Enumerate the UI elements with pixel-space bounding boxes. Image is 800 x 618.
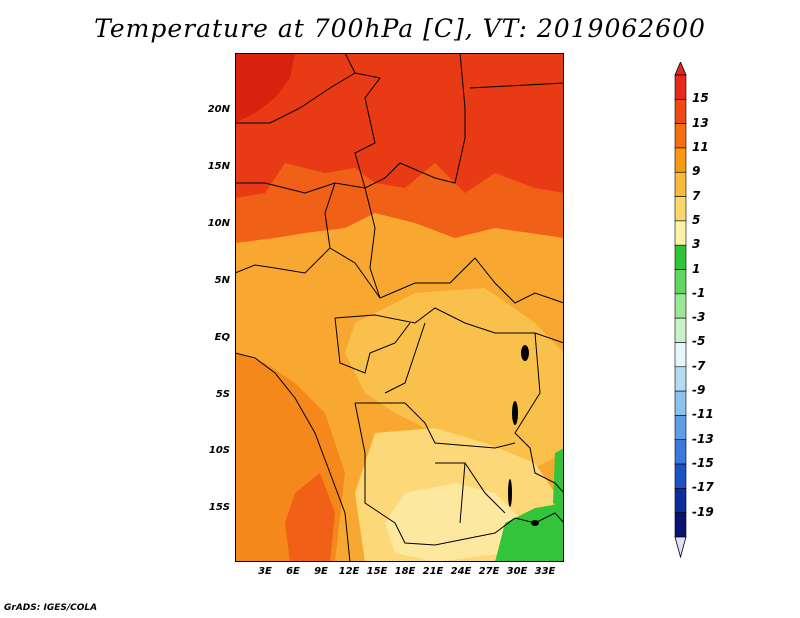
colorbar-box	[674, 293, 687, 319]
colorbar-level-label: -3	[692, 310, 706, 325]
grads-credit: GrADS: IGES/COLA	[4, 603, 98, 613]
colorbar-over-arrow	[674, 62, 687, 76]
colorbar-level-label: -19	[692, 504, 714, 519]
map-region-northwest-dark-red	[235, 53, 295, 123]
lat-label-15s: 15S	[208, 502, 230, 513]
colorbar-box	[674, 99, 687, 124]
lat-label-10n: 10N	[207, 218, 230, 229]
country-borders	[235, 53, 564, 562]
colorbar-level-label: 1	[692, 261, 701, 276]
lon-label-30e: 30E	[506, 566, 528, 577]
map-region-north-red	[235, 53, 564, 198]
colorbar-box	[674, 342, 687, 368]
colorbar-box	[674, 74, 687, 100]
colorbar-box	[674, 439, 687, 465]
colorbar-level-label: -5	[692, 334, 706, 349]
colorbar-level-label: -17	[692, 480, 714, 495]
lon-label-33e: 33E	[534, 566, 556, 577]
colorbar-level-label: 11	[692, 139, 709, 154]
colorbar-level-label: -13	[692, 431, 714, 446]
colorbar-box	[674, 196, 687, 222]
colorbar-box	[674, 269, 687, 295]
colorbar-box	[674, 463, 687, 489]
lon-label-18e: 18E	[394, 566, 416, 577]
colorbar-level-label: -9	[692, 383, 706, 398]
colorbar-box	[674, 512, 687, 538]
colorbar-level-label: -1	[692, 285, 706, 300]
lat-label-10s: 10S	[208, 445, 230, 456]
colorbar-box	[674, 123, 687, 149]
colorbar-box	[674, 366, 687, 392]
temperature-map	[235, 53, 564, 562]
colorbar-level-label: 9	[692, 164, 701, 179]
colorbar-level-label: -11	[692, 407, 714, 422]
map-region-southeast-green	[495, 503, 564, 562]
colorbar-level-label: 15	[692, 91, 709, 106]
lakes	[508, 345, 539, 526]
lon-label-24e: 24E	[450, 566, 472, 577]
lon-label-6e: 6E	[286, 566, 300, 577]
lat-label-eq: EQ	[214, 332, 230, 343]
map-region-northeast-red	[475, 73, 564, 193]
lat-label-5n: 5N	[214, 275, 230, 286]
map-frame	[235, 53, 564, 562]
lon-label-12e: 12E	[338, 566, 360, 577]
lon-label-27e: 27E	[478, 566, 500, 577]
map-title: Temperature at 700hPa [C], VT: 201906260…	[94, 14, 706, 43]
colorbar-under-arrow	[674, 536, 687, 559]
lat-label-5s: 5S	[215, 389, 230, 400]
lat-label-15n: 15N	[207, 161, 230, 172]
colorbar-box	[674, 488, 687, 513]
lon-label-3e: 3E	[258, 566, 272, 577]
map-region-central-amber	[345, 288, 564, 473]
colorbar-level-label: 7	[692, 188, 701, 203]
map-region-southwest-red	[285, 473, 335, 562]
colorbar-level-label: 13	[692, 115, 709, 130]
colorbar-box	[674, 415, 687, 441]
colorbar-box	[674, 317, 687, 343]
map-region-east-green-strip	[553, 448, 564, 508]
lon-label-15e: 15E	[366, 566, 388, 577]
colorbar-level-label: -15	[692, 456, 714, 471]
colorbar-box	[674, 244, 687, 270]
colorbar-level-label: -7	[692, 358, 706, 373]
lat-label-20n: 20N	[207, 104, 230, 115]
colorbar-level-label: 5	[692, 212, 701, 227]
colorbar-box	[674, 147, 687, 173]
lon-label-9e: 9E	[314, 566, 328, 577]
colorbar-level-label: 3	[692, 237, 701, 252]
colorbar-box	[674, 171, 687, 197]
lon-label-21e: 21E	[422, 566, 444, 577]
colorbar-box	[674, 390, 687, 416]
colorbar	[674, 62, 687, 559]
map-region-south-pale-yellow	[385, 483, 525, 562]
colorbar-box	[674, 220, 687, 246]
